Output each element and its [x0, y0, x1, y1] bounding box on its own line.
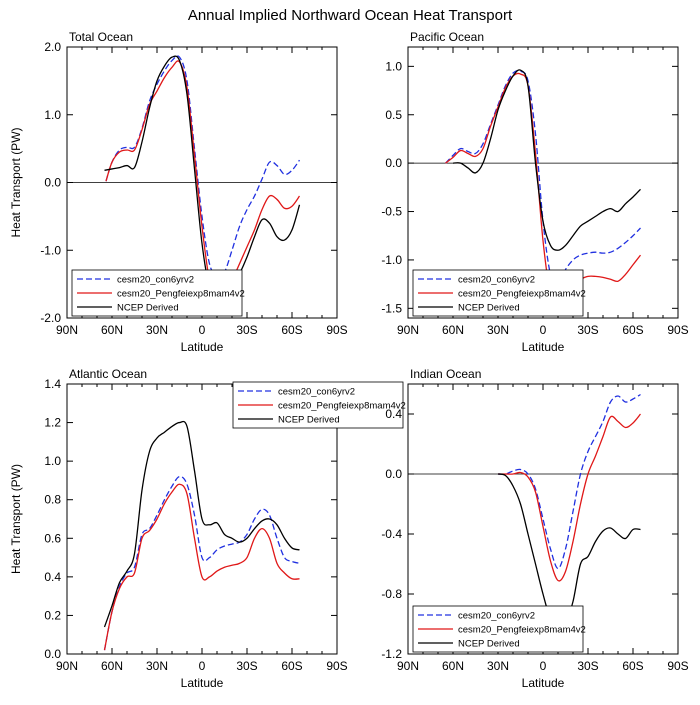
y-tick-label: -0.8	[381, 587, 402, 601]
x-tick-label: 60S	[281, 659, 302, 673]
x-axis-label: Latitude	[181, 340, 224, 354]
y-tick-label: -1.0	[381, 253, 402, 267]
x-tick-label: 30S	[577, 659, 598, 673]
legend-label: cesm20_Pengfeiexp8mam4v2	[458, 625, 586, 636]
y-tick-label: 2.0	[44, 40, 61, 54]
x-tick-label: 30S	[577, 323, 598, 337]
y-tick-label: 0.0	[385, 156, 402, 170]
y-tick-label: 1.0	[385, 59, 402, 73]
x-tick-label: 60N	[101, 659, 123, 673]
x-tick-label: 60N	[442, 323, 464, 337]
y-tick-label: 0.2	[44, 608, 61, 622]
series-line-1	[105, 55, 301, 278]
x-tick-label: 30S	[236, 659, 257, 673]
legend: cesm20_con6yrv2 cesm20_Pengfeiexp8mam4v2 N…	[412, 605, 586, 653]
legend-label: cesm20_con6yrv2	[117, 275, 194, 286]
x-tick-label: 0	[540, 659, 547, 673]
y-tick-label: 0.0	[44, 647, 61, 661]
series-line-2	[498, 413, 642, 582]
panel-total-ocean: 90N 60N 30N 0 30S 60S 90S 2.0 1.0 0.0 -1.0 -2.0 Tota…	[9, 30, 348, 354]
series-line-1	[497, 393, 641, 570]
legend-label: cesm20_Pengfeiexp8mam4v2	[117, 289, 245, 300]
legend-label: NCEP Derived	[458, 639, 520, 650]
y-tick-label: -1.2	[381, 647, 402, 661]
panel-title: Pacific Ocean	[410, 30, 484, 44]
y-tick-label: 1.4	[44, 377, 61, 391]
y-tick-label: 0.8	[44, 493, 61, 507]
legend: cesm20_con6yrv2 cesm20_Pengfeiexp8mam4v2 N…	[412, 269, 586, 317]
x-tick-label: 0	[199, 323, 206, 337]
x-tick-label: 0	[540, 323, 547, 337]
y-tick-label: 0.5	[385, 108, 402, 122]
x-axis-label: Latitude	[181, 676, 224, 690]
series-line-3	[452, 69, 641, 251]
y-tick-label: -1.0	[40, 243, 61, 257]
series-line-2	[105, 60, 301, 303]
x-tick-label: 90S	[326, 323, 347, 337]
y-tick-label: 0.4	[385, 407, 402, 421]
legend-label: cesm20_con6yrv2	[458, 275, 535, 286]
panel-indian-ocean: 90N 60N 30N 0 30S 60S 90S 0.4 0.0 -0.4 -0.8 -1.2 Ind…	[381, 367, 688, 690]
series-line-1	[103, 475, 300, 651]
x-tick-label: 90N	[56, 659, 78, 673]
y-tick-label: 0.0	[385, 467, 402, 481]
y-tick-label: 0.6	[44, 531, 61, 545]
x-tick-label: 30S	[236, 323, 257, 337]
x-axis-label: Latitude	[522, 676, 565, 690]
legend-label: cesm20_Pengfeiexp8mam4v2	[458, 289, 586, 300]
legend-label: cesm20_con6yrv2	[458, 611, 535, 622]
series-line-3	[104, 55, 301, 301]
y-tick-label: 1.2	[44, 416, 61, 430]
x-tick-label: 30N	[146, 659, 168, 673]
legend-label: cesm20_con6yrv2	[278, 387, 355, 398]
y-axis-label: Heat Transport (PW)	[9, 127, 23, 237]
legend-label: NCEP Derived	[117, 303, 179, 314]
panel-title: Total Ocean	[69, 30, 133, 44]
y-tick-label: -1.5	[381, 301, 402, 315]
panel-title: Indian Ocean	[410, 367, 481, 381]
x-tick-label: 30N	[146, 323, 168, 337]
x-tick-label: 60S	[622, 323, 643, 337]
x-tick-label: 90N	[56, 323, 78, 337]
series-line-1	[445, 69, 641, 286]
y-tick-label: -0.5	[381, 205, 402, 219]
x-tick-label: 90N	[397, 659, 419, 673]
x-tick-label: 30N	[487, 659, 509, 673]
legend: cesm20_con6yrv2 cesm20_Pengfeiexp8mam4v2 N…	[232, 381, 406, 429]
y-tick-label: 0.0	[44, 176, 61, 190]
x-tick-label: 0	[199, 659, 206, 673]
panel-pacific-ocean: 90N 60N 30N 0 30S 60S 90S 1.0 0.5 0.0 -0.5 -1.0 -1.5…	[381, 30, 688, 354]
series-line-2	[103, 483, 300, 651]
legend-label: NCEP Derived	[458, 303, 520, 314]
y-axis-label: Heat Transport (PW)	[9, 464, 23, 574]
x-tick-label: 60N	[442, 659, 464, 673]
x-tick-label: 60S	[281, 323, 302, 337]
x-tick-label: 90N	[397, 323, 419, 337]
y-tick-label: -2.0	[40, 311, 61, 325]
panel-atlantic-ocean: 90N 60N 30N 0 30S 60S 90S 0.0 0.2 0.4 0.6 0.8 1.0 1.2…	[9, 367, 406, 690]
panel-title: Atlantic Ocean	[69, 367, 147, 381]
y-tick-label: 1.0	[44, 454, 61, 468]
legend-label: cesm20_Pengfeiexp8mam4v2	[278, 401, 406, 412]
series-line-2	[445, 72, 642, 305]
figure-title: Annual Implied Northward Ocean Heat Tran…	[188, 7, 513, 24]
y-tick-label: 1.0	[44, 108, 61, 122]
y-tick-label: 0.4	[44, 570, 61, 584]
x-tick-label: 60N	[101, 323, 123, 337]
legend: cesm20_con6yrv2 cesm20_Pengfeiexp8mam4v2 N…	[71, 269, 245, 317]
series-line-3	[103, 420, 300, 628]
x-tick-label: 60S	[622, 659, 643, 673]
x-tick-label: 90S	[667, 323, 688, 337]
x-tick-label: 90S	[667, 659, 688, 673]
legend-label: NCEP Derived	[278, 415, 340, 426]
y-tick-label: -0.4	[381, 527, 402, 541]
x-axis-label: Latitude	[522, 340, 565, 354]
x-tick-label: 30N	[487, 323, 509, 337]
x-tick-label: 90S	[326, 659, 347, 673]
